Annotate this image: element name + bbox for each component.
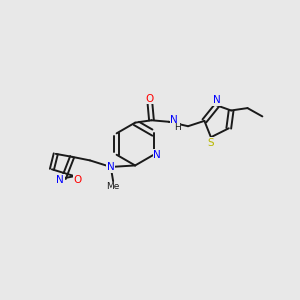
Text: H: H [174,123,181,132]
Text: O: O [146,94,154,103]
Text: N: N [153,150,161,160]
Text: N: N [213,95,221,105]
Text: Me: Me [106,182,120,191]
Text: O: O [74,175,82,185]
Text: N: N [170,115,178,125]
Text: S: S [207,138,214,148]
Text: N: N [56,175,64,185]
Text: N: N [107,162,115,172]
